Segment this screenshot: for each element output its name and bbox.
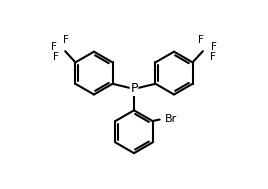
Text: F: F	[198, 35, 204, 45]
Text: Br: Br	[165, 114, 177, 124]
Text: F: F	[51, 42, 57, 52]
Text: F: F	[210, 52, 215, 62]
Text: F: F	[53, 52, 58, 62]
Text: F: F	[211, 42, 217, 52]
Text: P: P	[130, 82, 138, 95]
Text: F: F	[63, 35, 69, 45]
